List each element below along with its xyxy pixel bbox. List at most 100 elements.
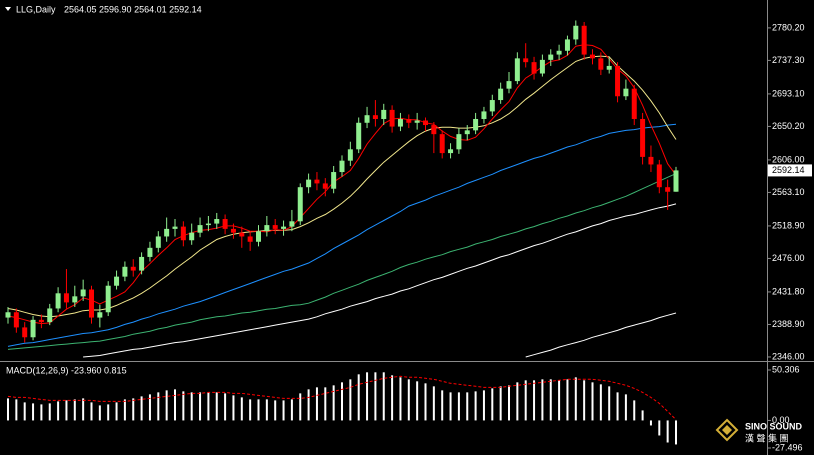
macd-bar [508, 385, 510, 421]
candle-body [606, 65, 612, 70]
y-tick-label: 2388.90 [772, 319, 805, 329]
macd-bar [90, 402, 93, 421]
y-tick-label: 2693.10 [772, 88, 805, 98]
candle-body [72, 296, 78, 303]
candle-body [281, 226, 287, 229]
candle-body [564, 39, 570, 51]
candle-body [130, 266, 136, 271]
y-tick-label: 0.00 [772, 415, 790, 425]
candle-body [63, 293, 69, 303]
macd-bar [382, 372, 385, 421]
candle-body [456, 134, 462, 150]
macd-bar [48, 403, 51, 421]
candle-body [222, 219, 228, 229]
macd-bar [549, 379, 552, 421]
candle-body [205, 223, 211, 226]
macd-bar [249, 399, 252, 421]
indicator-line [7, 173, 677, 350]
macd-bar [265, 399, 268, 421]
candle-body [489, 100, 495, 112]
candle-body [80, 289, 86, 297]
macd-bar [224, 393, 227, 421]
macd-bar [7, 398, 9, 421]
candle-body [665, 187, 671, 192]
macd-bar [391, 375, 394, 421]
macd-bar [608, 386, 611, 421]
candle-body [406, 118, 412, 123]
indicator-line [7, 375, 677, 420]
candle-body [631, 88, 637, 119]
logo-icon [715, 418, 739, 442]
candle-body [548, 54, 554, 60]
candle-body [498, 88, 504, 101]
candle-body [230, 228, 236, 233]
macd-bar [541, 379, 544, 421]
candle-body [506, 81, 512, 89]
macd-bar [658, 420, 661, 436]
macd-bar [115, 402, 118, 421]
candle-body [22, 327, 28, 338]
y-tick-label: 2606.00 [772, 154, 805, 164]
candle-body [356, 122, 362, 150]
macd-bar [341, 382, 343, 421]
macd-bar [466, 392, 469, 421]
candle-body [347, 149, 353, 161]
candle-body [272, 225, 278, 229]
candle-body [214, 219, 220, 224]
candle-body [473, 118, 479, 131]
macd-bar [624, 394, 627, 421]
y-tick-label: 2563.10 [772, 187, 805, 197]
macd-bar [165, 390, 168, 421]
logo-subtitle: 漢 聲 集 團 [745, 432, 789, 443]
candle-body [89, 289, 94, 318]
candle-body [381, 109, 387, 119]
macd-bar [482, 390, 485, 421]
y-tick-label: 2737.30 [772, 55, 805, 65]
macd-bar [416, 381, 419, 421]
macd-bar [232, 395, 235, 421]
macd-bar [98, 405, 101, 421]
macd-bar [32, 403, 35, 421]
candle-body [180, 226, 186, 241]
candle-body [464, 130, 470, 135]
candle-body [306, 179, 312, 188]
candle-body [197, 225, 203, 233]
y-tick-label: 2346.00 [772, 351, 805, 361]
macd-bar [307, 389, 310, 421]
candle-body [264, 225, 270, 232]
macd-bar [215, 392, 218, 421]
macd-bar [57, 401, 60, 421]
macd-bar [240, 397, 243, 421]
macd-bar [524, 380, 527, 421]
macd-bar [290, 399, 293, 421]
macd-bar [533, 380, 536, 421]
candle-body [481, 111, 487, 119]
candle-body [297, 187, 303, 222]
macd-bar [299, 393, 302, 421]
candle-body [439, 134, 445, 154]
macd-bar [399, 377, 402, 421]
macd-bar [140, 396, 143, 421]
macd-title: MACD(12,26,9) -23.960 0.815 [6, 365, 127, 375]
candle-body [431, 125, 437, 135]
candle-body [514, 58, 520, 82]
candle-body [247, 236, 253, 242]
candle-body [122, 266, 128, 277]
macd-bar [207, 392, 210, 421]
macd-bar [157, 392, 160, 421]
macd-bar [190, 392, 193, 421]
macd-bar [123, 399, 126, 421]
menu-triangle[interactable] [5, 7, 11, 11]
macd-bar [449, 392, 452, 421]
y-tick-label: 2780.20 [772, 22, 805, 32]
macd-plot [7, 372, 677, 445]
candle-body [97, 312, 103, 318]
ohlc-values: 2564.05 2596.90 2564.01 2592.14 [64, 4, 202, 14]
macd-bar [424, 383, 427, 421]
macd-bar [199, 392, 202, 421]
macd-bar [441, 390, 444, 421]
macd-bar [474, 391, 477, 421]
macd-bar [516, 382, 519, 421]
